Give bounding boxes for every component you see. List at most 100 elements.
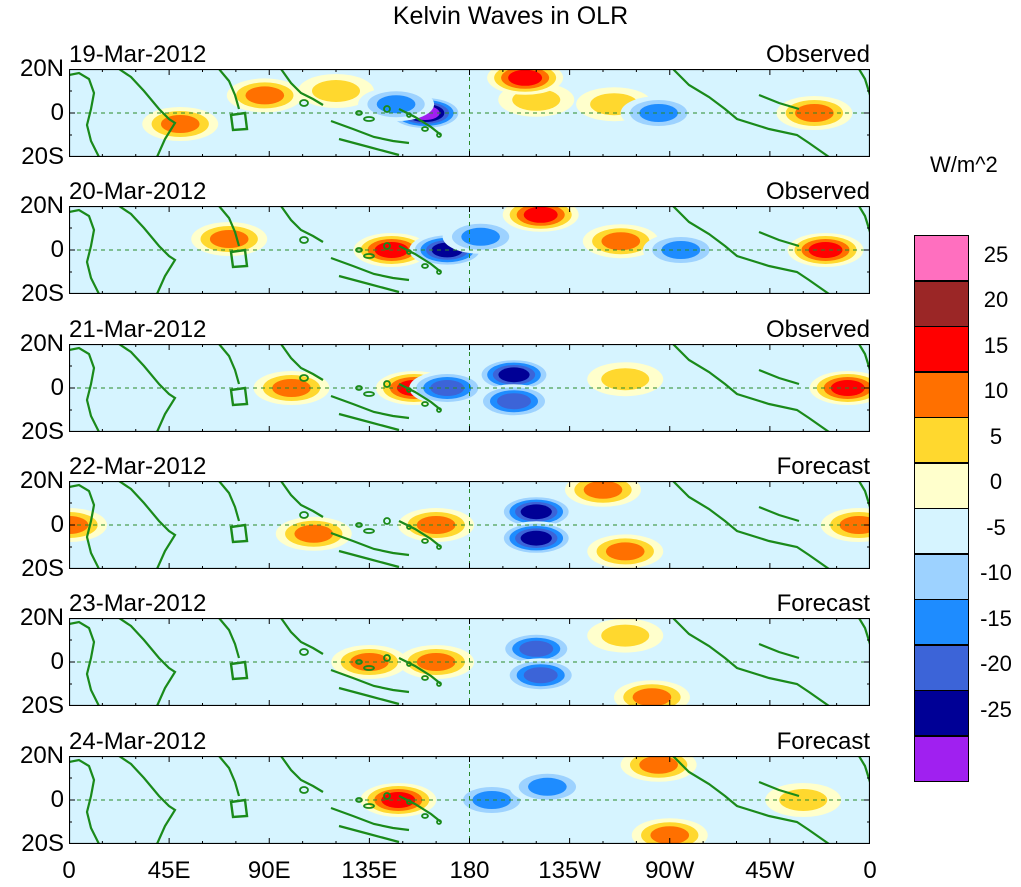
region-box xyxy=(229,111,249,132)
island-outline xyxy=(299,374,309,382)
island-outline xyxy=(363,253,375,259)
coastline xyxy=(338,686,400,706)
coastline xyxy=(672,481,830,569)
lat-label: 20S xyxy=(21,280,64,307)
island-outline xyxy=(299,648,309,656)
coastline xyxy=(118,756,177,844)
map-frame xyxy=(69,756,870,844)
coastline xyxy=(280,69,324,106)
anomaly-contour xyxy=(601,368,650,391)
coastline xyxy=(338,824,400,844)
coastline xyxy=(758,230,800,248)
island-outline xyxy=(421,126,429,132)
olr-map xyxy=(69,206,870,294)
island-outline xyxy=(299,99,309,107)
colorbar-swatch xyxy=(914,508,969,554)
colorbar-swatch xyxy=(914,371,969,418)
lat-label: 20S xyxy=(21,692,64,719)
coastline xyxy=(858,206,870,233)
colorbar-swatch xyxy=(914,735,969,782)
map-panel-3: 21-Mar-2012 Observed xyxy=(69,316,870,432)
colorbar-label: -5 xyxy=(986,514,1006,540)
lat-label: 20N xyxy=(19,55,64,82)
anomaly-contour xyxy=(639,104,678,122)
anomaly-contour xyxy=(461,227,500,246)
island-outline xyxy=(299,511,309,519)
coastline xyxy=(118,481,177,569)
map-frame xyxy=(69,344,870,432)
lat-label: 0 xyxy=(50,648,64,675)
coastline xyxy=(69,346,100,432)
region-box xyxy=(229,798,249,819)
coastline xyxy=(118,69,177,157)
region-box xyxy=(229,660,249,681)
island-outline xyxy=(436,819,442,825)
colorbar-swatch xyxy=(914,553,969,600)
coastline xyxy=(69,208,100,294)
coastline xyxy=(330,668,410,694)
colorbar-label: -15 xyxy=(980,605,1012,631)
coastline xyxy=(758,642,800,660)
coastline xyxy=(758,780,800,798)
lat-label: 20S xyxy=(21,418,64,445)
anomaly-contour xyxy=(520,530,552,546)
coastline xyxy=(672,206,830,294)
island-outline xyxy=(436,407,442,413)
island-outline xyxy=(355,797,363,803)
panel-status: Observed xyxy=(765,178,870,205)
map-frame xyxy=(69,206,870,294)
anomaly-contour xyxy=(605,542,645,561)
anomaly-contour xyxy=(416,653,456,671)
anomaly-contour xyxy=(376,95,416,114)
colorbar-label: 15 xyxy=(983,332,1009,358)
colorbar-swatch xyxy=(914,599,969,645)
island-outline xyxy=(421,401,429,407)
coastline xyxy=(338,412,400,432)
panel-date: 19-Mar-2012 xyxy=(69,41,207,68)
coastline xyxy=(280,481,324,518)
map-panel-4: 22-Mar-2012 Forecast xyxy=(69,453,870,569)
coastline xyxy=(118,206,177,294)
lat-label: 0 xyxy=(50,236,64,263)
panel-status: Observed xyxy=(765,41,870,68)
coastline xyxy=(758,93,800,111)
lon-label: 180 xyxy=(449,857,490,884)
anomaly-contour xyxy=(508,69,543,86)
map-panel-2: 20-Mar-2012 Observed xyxy=(69,178,870,294)
coastline xyxy=(218,756,241,797)
coastline xyxy=(280,206,324,243)
island-outline xyxy=(363,803,375,809)
island-outline xyxy=(363,391,375,397)
panel-date: 21-Mar-2012 xyxy=(69,316,207,343)
anomaly-contour xyxy=(528,777,567,796)
lat-label: 20S xyxy=(21,555,64,582)
island-outline xyxy=(355,659,363,665)
colorbar-label: 20 xyxy=(983,287,1009,312)
lat-label: 0 xyxy=(50,786,64,813)
island-outline xyxy=(363,528,375,534)
island-outline xyxy=(383,517,391,525)
island-outline xyxy=(355,110,363,116)
lon-label: 45W xyxy=(745,857,795,884)
island-outline xyxy=(383,105,391,113)
island-outline xyxy=(299,236,309,244)
coastline xyxy=(672,756,830,844)
coastline xyxy=(280,344,324,381)
coastline xyxy=(118,618,177,706)
map-frame xyxy=(69,481,870,569)
panel-date: 22-Mar-2012 xyxy=(69,453,207,480)
coastline xyxy=(118,344,177,432)
map-panel-1: 19-Mar-2012 Observed xyxy=(69,41,870,157)
coastline xyxy=(338,274,400,294)
colorbar-swatch xyxy=(914,235,969,281)
coastline xyxy=(69,758,100,844)
island-outline xyxy=(436,681,442,687)
island-outline xyxy=(299,786,309,794)
anomaly-contour xyxy=(808,242,843,258)
coastline xyxy=(69,483,100,569)
coastline xyxy=(218,481,241,522)
map-panel-5: 23-Mar-2012 Forecast xyxy=(69,590,870,706)
lat-label: 0 xyxy=(50,374,64,401)
lon-label: 90W xyxy=(645,857,695,884)
colorbar-label: -20 xyxy=(980,651,1012,676)
